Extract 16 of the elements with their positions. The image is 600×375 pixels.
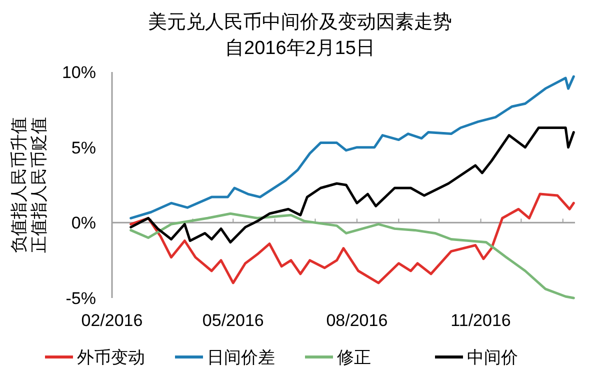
legend-label: 中间价 [467,348,518,367]
text: 正值指人民币贬值 [29,117,48,253]
x-tick-label: 05/2016 [202,311,264,330]
x-tick-label: 11/2016 [450,311,511,330]
y-tick-label: -5% [66,289,96,308]
legend-label: 日间价差 [207,348,275,367]
y-tick-label: 0% [71,214,96,233]
legend-label: 修正 [337,348,371,367]
y-tick-label: 5% [71,138,96,158]
text: 负值指人民币升值 [9,117,28,253]
y-tick-label: 10% [62,63,96,82]
chart-title: 美元兑人民币中间价及变动因素走势 [148,11,452,33]
legend-label: 外币变动 [77,348,145,367]
x-tick-label: 02/2016 [81,311,143,330]
chart-subtitle: 自2016年2月15日 [225,38,375,59]
x-tick-label: 08/2016 [326,311,388,330]
